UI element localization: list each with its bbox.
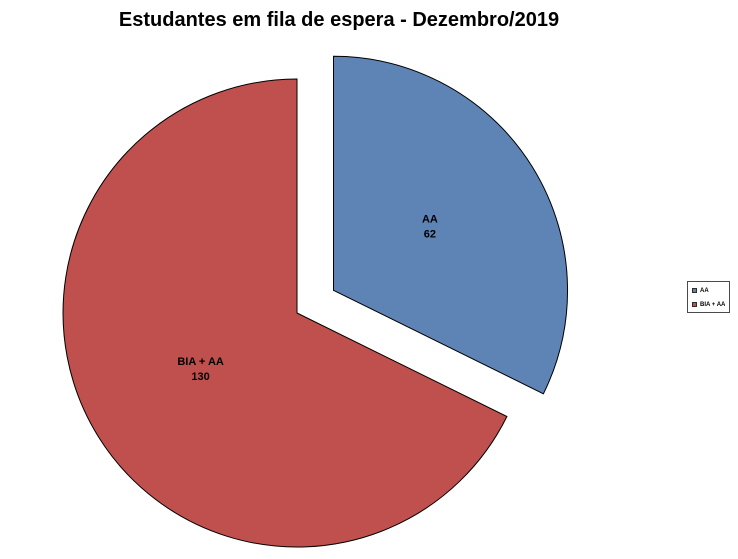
legend-item-aa: AA (692, 287, 727, 294)
legend-swatch-aa-icon (692, 288, 697, 293)
legend-item-bia-aa: BIA + AA (692, 301, 727, 308)
chart-title: Estudantes em fila de espera - Dezembro/… (118, 9, 560, 31)
legend-swatch-bia-aa-icon (692, 302, 697, 307)
pie-slice-bia-aa (62, 78, 508, 548)
slice-label: AA 62 (422, 213, 438, 240)
pie-slice-aa (333, 55, 568, 395)
chart-legend: AA BIA + AA (687, 281, 730, 313)
legend-item-label: BIA + AA (700, 301, 726, 308)
legend-item-label: AA (700, 287, 709, 294)
slice-label: BIA + AA 130 (177, 356, 224, 383)
